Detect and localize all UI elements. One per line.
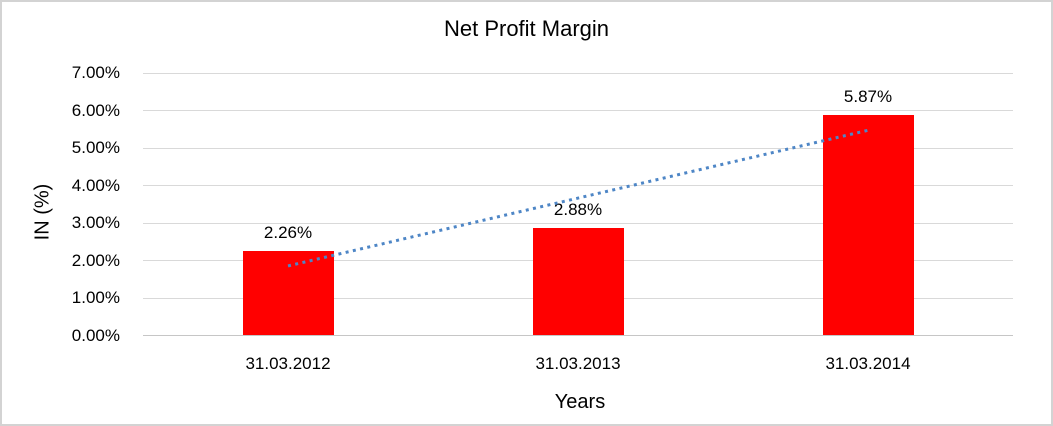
bar — [532, 227, 624, 335]
x-tick-label: 31.03.2012 — [245, 354, 331, 373]
y-tick-label: 4.00% — [71, 175, 120, 195]
bar-value-label: 2.26% — [263, 223, 313, 243]
x-tick-label: 31.03.2013 — [535, 354, 621, 373]
x-tick-label: 31.03.2014 — [825, 354, 911, 373]
y-tick-label: 3.00% — [71, 213, 120, 233]
y-tick-label: 6.00% — [71, 100, 120, 120]
gridline — [143, 110, 1013, 112]
bar — [822, 115, 914, 335]
x-axis-line — [143, 335, 1013, 336]
y-tick-label: 1.00% — [71, 288, 120, 308]
y-tick-label: 7.00% — [71, 63, 120, 82]
y-tick-label: 0.00% — [71, 326, 120, 345]
bar-value-label: 2.88% — [553, 199, 603, 219]
gridline — [143, 72, 1013, 74]
bar-value-label: 5.87% — [843, 87, 893, 107]
bar — [242, 251, 334, 335]
chart-title: Net Profit Margin — [443, 16, 610, 41]
y-tick-label: 2.00% — [71, 250, 120, 270]
y-tick-label: 5.00% — [71, 138, 120, 158]
x-axis-title: Years — [554, 391, 606, 413]
